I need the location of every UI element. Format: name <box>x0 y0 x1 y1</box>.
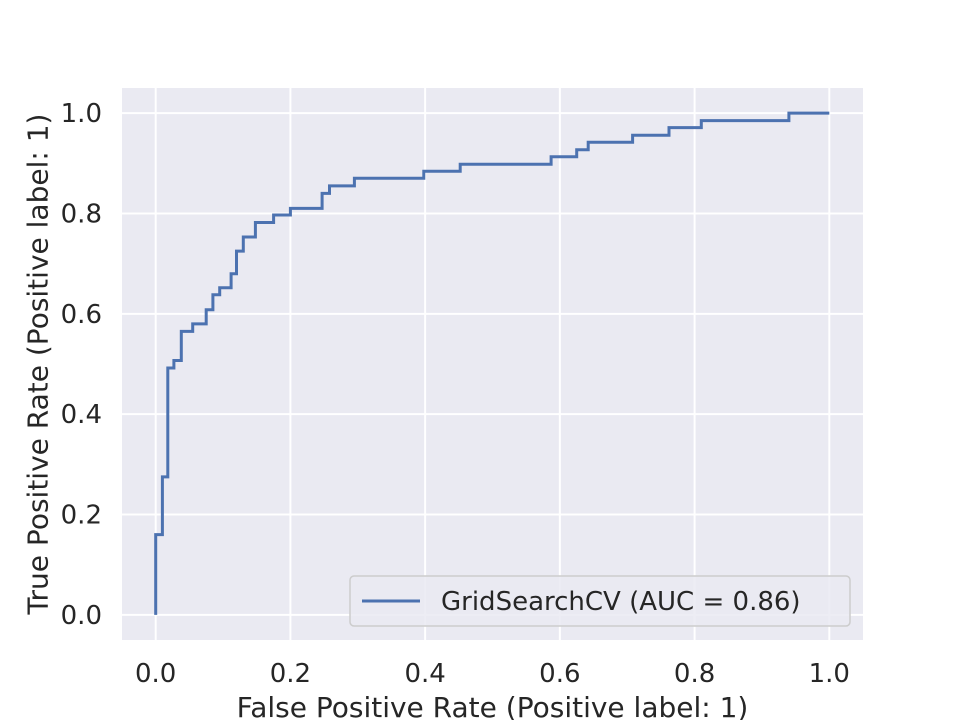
x-tick-label: 0.0 <box>135 659 176 689</box>
y-tick-label: 0.0 <box>61 601 102 631</box>
legend-box <box>349 575 851 627</box>
y-tick-label: 1.0 <box>61 99 102 129</box>
y-tick-label: 0.6 <box>61 300 102 330</box>
x-tick-label: 0.2 <box>270 659 311 689</box>
x-axis-label: False Positive Rate (Positive label: 1) <box>237 691 749 720</box>
x-tick-label: 1.0 <box>809 659 850 689</box>
legend-entry-label: GridSearchCV (AUC = 0.86) <box>441 587 801 617</box>
x-tick-label: 0.8 <box>674 659 715 689</box>
x-tick-label: 0.4 <box>404 659 445 689</box>
tick-labels: 0.0 0.2 0.4 0.6 0.8 1.0 0.0 0.2 0.4 0.6 0.8 1.0 <box>61 99 850 689</box>
plot-area <box>122 88 863 640</box>
roc-curve-line <box>154 111 830 615</box>
x-tick-label: 0.6 <box>539 659 580 689</box>
y-tick-label: 0.8 <box>61 199 102 229</box>
series-layer <box>154 111 830 615</box>
y-tick-label: 0.2 <box>61 501 102 531</box>
y-tick-label: 0.4 <box>61 400 102 430</box>
grid <box>122 88 863 640</box>
legend: GridSearchCV (AUC = 0.86) <box>349 575 851 627</box>
y-axis-label: True Positive Rate (Positive label: 1) <box>22 114 55 616</box>
